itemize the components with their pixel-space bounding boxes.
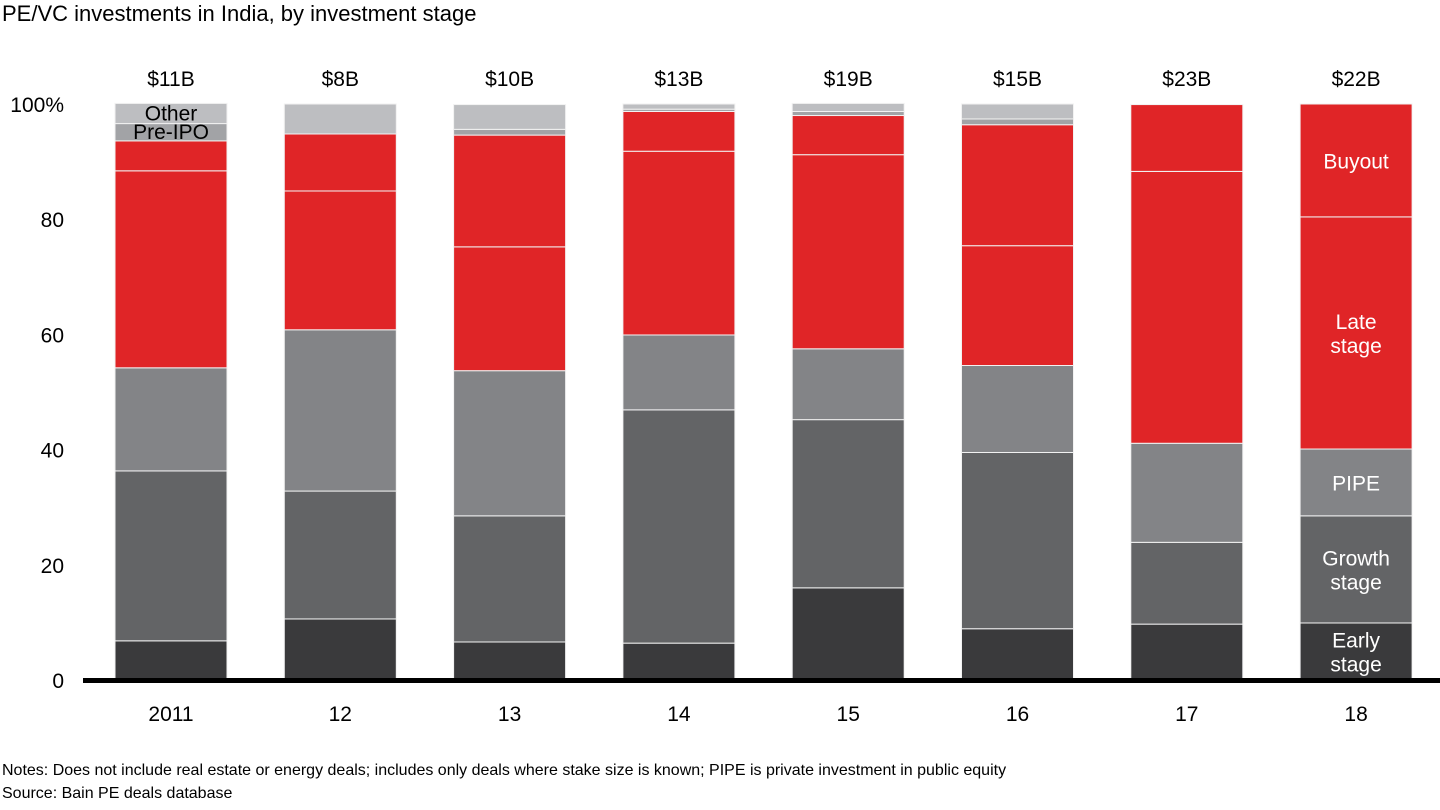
bar-stack-16: [961, 103, 1074, 681]
x-tick-label: 12: [329, 703, 352, 726]
bar-segment-growth-stage: [453, 515, 567, 643]
bar-segment-growth-stage: [1130, 541, 1244, 625]
bar-total-label: $13B: [654, 68, 703, 91]
bar-segment-pipe: [1299, 448, 1413, 517]
bar-segment-late-stage: [453, 246, 567, 372]
bar-segment-late-stage: [1130, 170, 1244, 444]
bar-segment-other: [453, 104, 567, 130]
y-tick-label: 40: [41, 440, 64, 463]
bar-segment-pipe: [961, 365, 1074, 453]
bar-segment-early-stage: [791, 587, 905, 681]
bar-segment-growth-stage: [961, 451, 1074, 630]
bar-stack-14: [622, 103, 736, 681]
bar-segment-growth-stage: [283, 490, 397, 620]
bar-segment-pipe: [283, 329, 397, 492]
x-tick-label: 13: [498, 703, 521, 726]
bar-segment-growth-stage: [791, 419, 905, 589]
bar-segment-early-stage: [961, 628, 1074, 681]
bar-segment-early-stage: [1130, 623, 1244, 681]
bar-stack-13: [453, 104, 567, 681]
bar-stack-2011: [114, 102, 228, 681]
chart-source: Source: Bain PE deals database: [2, 785, 233, 802]
bar-stack-18: [1299, 103, 1413, 681]
bar-total-label: $11B: [147, 68, 195, 91]
x-axis-line: [83, 678, 1440, 683]
segment-label-growth-stage: Growth: [1322, 547, 1390, 570]
bar-segment-buyout: [622, 110, 736, 152]
bar-segment-growth-stage: [1299, 515, 1413, 624]
segment-label-other: Other: [145, 103, 198, 126]
chart-title: PE/VC investments in India, by investmen…: [2, 1, 477, 26]
x-tick-label: 2011: [148, 703, 193, 726]
bar-segment-late-stage: [961, 245, 1074, 367]
y-tick-label: 60: [41, 324, 64, 347]
bar-totals: $11B $8B $10B $13B $19B $15B $23B $22B: [147, 68, 1380, 91]
bar-segment-pre-ipo: [961, 118, 1074, 126]
x-tick-label: 15: [837, 703, 860, 726]
bar-segment-other: [283, 103, 397, 135]
bar-segment-buyout: [1130, 104, 1244, 172]
bar-segment-pre-ipo: [453, 128, 567, 136]
segment-label-growth-stage: stage: [1330, 571, 1381, 594]
y-tick-label: 80: [41, 209, 64, 232]
bar-segment-early-stage: [1299, 622, 1413, 681]
y-axis-ticks: 0 20 40 60 80 100%: [10, 94, 64, 693]
bar-segment-pipe: [622, 334, 736, 411]
bar-segment-pipe: [1130, 442, 1244, 543]
x-tick-label: 17: [1175, 703, 1198, 726]
bar-segment-pipe: [453, 370, 567, 517]
segment-label-late-stage: Late: [1336, 311, 1377, 334]
bar-segment-late-stage: [791, 154, 905, 350]
bar-total-label: $19B: [824, 68, 873, 91]
segment-label-early-stage: Early: [1332, 629, 1380, 652]
bars: [114, 102, 1413, 681]
bar-total-label: $23B: [1162, 68, 1211, 91]
bar-segment-buyout: [453, 134, 567, 248]
bar-stack-12: [283, 103, 397, 681]
bar-stack-17: [1130, 104, 1244, 681]
bar-segment-growth-stage: [622, 409, 736, 644]
bar-segment-buyout: [114, 140, 228, 172]
bar-segment-buyout: [1299, 103, 1413, 218]
bar-segment-late-stage: [622, 150, 736, 336]
bar-segment-other: [791, 102, 905, 112]
bar-segment-pipe: [114, 367, 228, 472]
bar-segment-other: [961, 103, 1074, 120]
bar-segment-early-stage: [453, 641, 567, 681]
bar-segment-other: [622, 103, 736, 110]
bar-segment-late-stage: [114, 170, 228, 369]
segment-label-late-stage: stage: [1330, 335, 1381, 358]
bar-segment-pre-ipo: [791, 110, 905, 117]
segment-label-early-stage: stage: [1330, 653, 1381, 676]
bar-total-label: $10B: [485, 68, 534, 91]
x-tick-label: 18: [1344, 703, 1367, 726]
bar-segment-early-stage: [622, 642, 736, 681]
bar-total-label: $22B: [1332, 68, 1381, 91]
bar-segment-pipe: [791, 348, 905, 421]
bar-segment-growth-stage: [114, 470, 228, 642]
bar-segment-late-stage: [1299, 216, 1413, 450]
bar-segment-late-stage: [283, 190, 397, 331]
bar-segment-other: [114, 102, 228, 125]
segment-label-buyout: Buyout: [1323, 150, 1389, 173]
chart-notes: Notes: Does not include real estate or e…: [2, 762, 1007, 779]
bar-segment-buyout: [283, 133, 397, 192]
x-tick-label: 16: [1006, 703, 1029, 726]
x-tick-label: 14: [667, 703, 691, 726]
x-axis-ticks: 2011 12 13 14 15 16 17 18: [148, 703, 1367, 726]
y-tick-label: 0: [52, 670, 64, 693]
bar-segment-buyout: [961, 124, 1074, 247]
segment-label-pipe: PIPE: [1332, 472, 1380, 495]
bar-total-label: $8B: [322, 68, 359, 91]
y-tick-label: 20: [41, 555, 64, 578]
segment-labels: BuyoutLatestagePIPEGrowthstageEarlystage…: [133, 103, 1390, 677]
bar-stack-15: [791, 102, 905, 681]
bar-segment-buyout: [791, 115, 905, 156]
bar-segment-early-stage: [283, 618, 397, 681]
bar-total-label: $15B: [993, 68, 1042, 91]
y-tick-label: 100%: [10, 94, 64, 117]
segment-label-pre-ipo: Pre-IPO: [133, 121, 209, 144]
bar-segment-early-stage: [114, 640, 228, 681]
